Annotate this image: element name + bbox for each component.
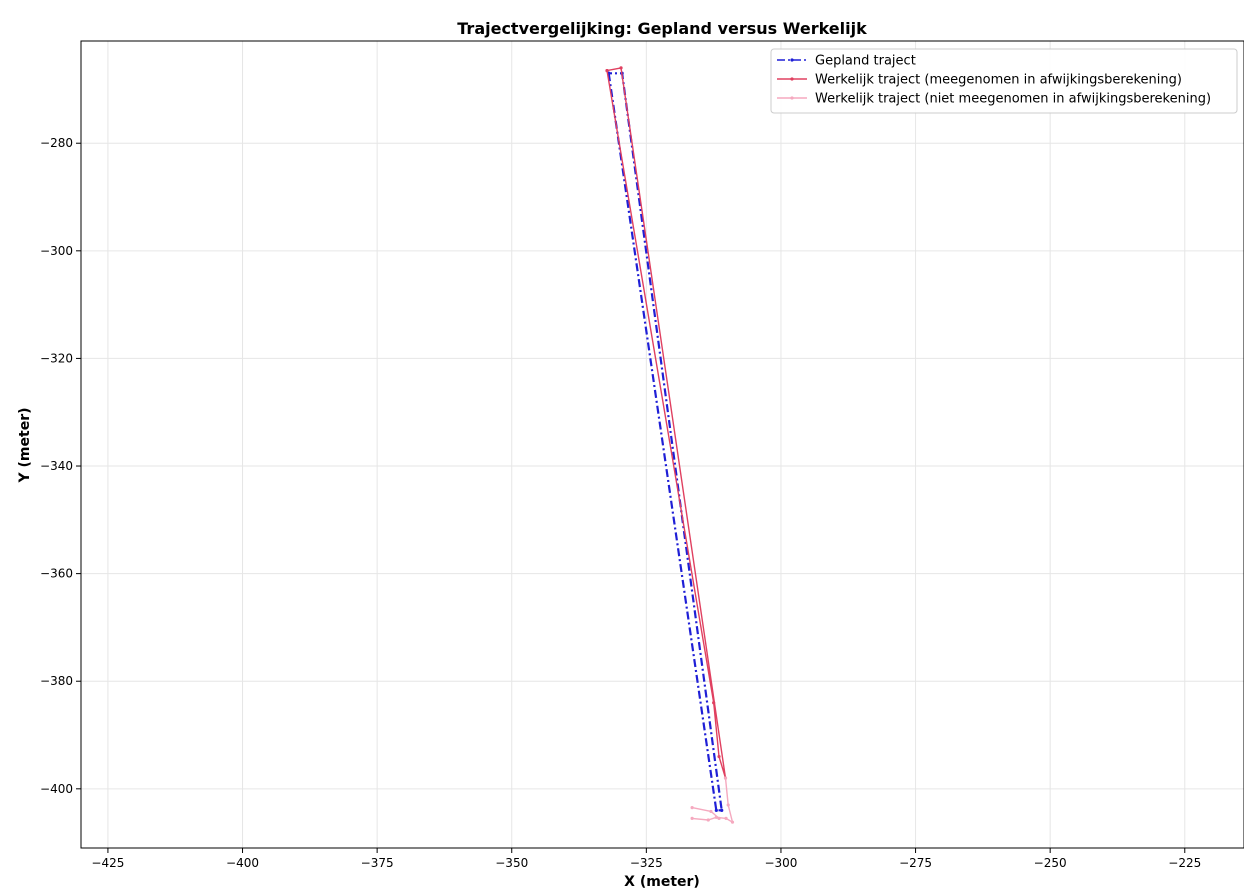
x-tick-label: −425 (91, 856, 124, 870)
series-point-1 (717, 754, 721, 759)
y-tick-label: −400 (40, 782, 73, 796)
series-point-3 (717, 816, 721, 821)
x-tick-label: −325 (630, 856, 663, 870)
legend-label: Werkelijk traject (meegenomen in afwijki… (815, 73, 1182, 88)
series-point-2 (730, 820, 735, 824)
legend-marker (790, 77, 794, 81)
plot-area-frame (80, 40, 1244, 849)
x-tick-label: −300 (764, 856, 797, 870)
legend: Gepland traject Werkelijk traject (meegen… (770, 48, 1238, 114)
series-point-1 (712, 701, 716, 705)
legend-label: Werkelijk traject (niet meegenomen in af… (815, 92, 1211, 107)
y-axis-title: Y (meter) (17, 408, 33, 484)
series-point-0 (714, 808, 718, 812)
x-axis-title: X (meter) (624, 874, 700, 890)
x-tick-label: −275 (899, 856, 932, 870)
series-point-0 (720, 808, 724, 812)
grid-lines (81, 41, 1244, 848)
legend-label: Gepland traject (815, 54, 916, 69)
series-point-2 (706, 818, 710, 822)
legend-box (770, 48, 1238, 114)
series-point-2 (723, 776, 728, 780)
legend-marker (790, 58, 794, 62)
x-tick-label: −225 (1168, 856, 1201, 870)
series-point-2 (726, 803, 730, 807)
series-line-1 (606, 67, 727, 779)
chart-title: Trajectvergelijking: Gepland versus Werk… (457, 19, 867, 38)
series-point-1 (619, 66, 623, 70)
series-line-0 (607, 72, 723, 812)
x-tick-label: −350 (495, 856, 528, 870)
x-tick-label: −375 (361, 856, 394, 870)
y-tick-label: −280 (40, 136, 73, 150)
y-tick-label: −320 (40, 351, 73, 365)
x-tick-label: −250 (1034, 856, 1067, 870)
series-point-1 (605, 68, 609, 73)
series-point-3 (690, 806, 694, 810)
series-point-3 (709, 809, 713, 814)
y-tick-label: −300 (40, 244, 73, 258)
legend-marker (790, 96, 794, 100)
y-tick-label: −380 (40, 674, 73, 688)
series-point-2 (690, 816, 694, 821)
axis-ticks: −425 −400 −375 −350 −325 −300 −275 −250 −225 −280… (40, 136, 1201, 870)
x-tick-label: −400 (226, 856, 259, 870)
series-layer (605, 66, 735, 824)
series-point-2 (724, 816, 728, 821)
y-tick-label: −340 (40, 459, 73, 473)
y-tick-label: −360 (40, 567, 73, 581)
